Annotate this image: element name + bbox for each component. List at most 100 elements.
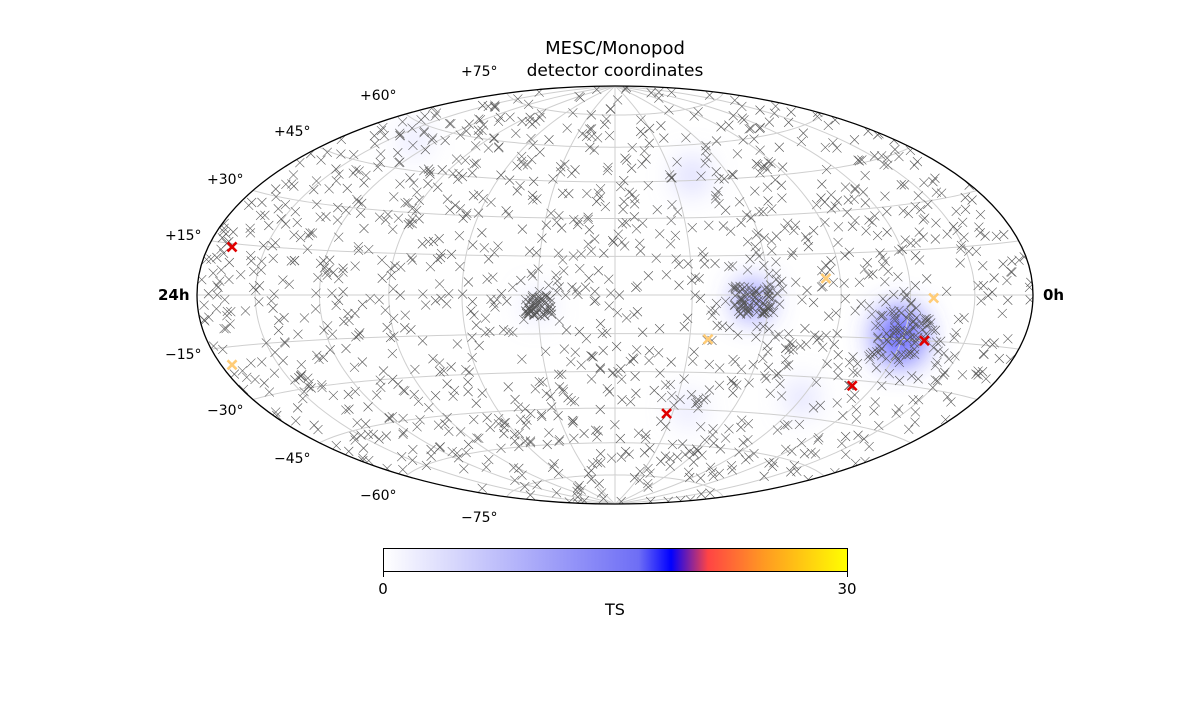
event-marker (629, 473, 640, 483)
event-marker (520, 420, 531, 430)
event-marker (513, 94, 523, 104)
event-marker (535, 112, 545, 123)
event-marker (844, 380, 854, 391)
event-marker (418, 289, 428, 299)
event-marker (823, 311, 834, 321)
event-marker (406, 252, 416, 263)
event-marker (825, 265, 835, 275)
event-marker (572, 486, 582, 497)
event-marker (385, 332, 396, 343)
event-marker (763, 288, 773, 299)
event-marker (635, 246, 646, 256)
event-marker (913, 374, 923, 384)
event-marker (474, 114, 484, 124)
event-marker (540, 346, 551, 356)
event-marker (733, 330, 743, 340)
event-marker (498, 325, 509, 335)
event-marker (978, 280, 989, 291)
event-marker (503, 209, 514, 220)
event-marker (268, 303, 278, 313)
event-marker (803, 241, 814, 252)
grid-meridian (614, 86, 912, 504)
event-marker (436, 293, 446, 304)
event-marker (759, 233, 769, 243)
event-marker (561, 325, 572, 335)
dec-label-plus15: +15° (165, 228, 202, 244)
event-marker (259, 378, 269, 388)
ra-label-left: 24h (158, 286, 190, 304)
event-marker (280, 338, 290, 348)
event-marker (686, 275, 697, 285)
event-marker (472, 433, 482, 443)
event-marker (737, 296, 748, 306)
event-marker (634, 238, 645, 249)
event-marker (270, 184, 281, 194)
event-marker (547, 462, 558, 472)
event-marker (811, 199, 822, 210)
event-marker (268, 253, 278, 264)
event-marker (349, 150, 359, 160)
event-marker (585, 142, 595, 153)
event-marker (714, 363, 725, 373)
event-marker (228, 227, 238, 237)
event-marker (621, 86, 632, 92)
event-marker (350, 308, 360, 319)
event-marker (890, 144, 900, 155)
event-marker (822, 359, 832, 369)
event-marker (826, 256, 836, 266)
event-marker (879, 159, 889, 170)
event-marker (695, 421, 706, 432)
event-marker (867, 309, 877, 320)
event-marker (375, 149, 386, 159)
event-marker (751, 247, 762, 257)
event-marker (764, 324, 774, 334)
event-marker (780, 223, 790, 233)
event-marker (554, 210, 564, 221)
highlight-events-layer (226, 241, 940, 419)
event-marker (332, 215, 343, 225)
event-marker (671, 254, 681, 264)
event-marker (795, 341, 806, 351)
event-marker (693, 107, 703, 117)
event-marker (355, 208, 366, 218)
event-marker (913, 394, 924, 405)
event-marker (353, 245, 364, 256)
event-marker (613, 366, 623, 377)
event-marker (397, 117, 408, 127)
event-marker (663, 496, 673, 504)
event-marker (742, 265, 753, 275)
event-marker (504, 175, 515, 185)
event-marker (358, 443, 369, 453)
event-marker (919, 213, 930, 223)
event-marker (728, 379, 739, 389)
event-marker (296, 359, 307, 370)
event-marker (781, 444, 791, 454)
event-marker (695, 473, 706, 483)
event-marker (768, 293, 778, 304)
event-marker (630, 371, 640, 381)
event-marker (906, 298, 916, 308)
event-marker (672, 207, 683, 217)
event-marker (537, 377, 548, 387)
event-marker (912, 156, 923, 167)
event-marker (569, 433, 579, 444)
event-marker (243, 200, 254, 211)
event-marker (364, 244, 374, 255)
event-marker (704, 220, 714, 230)
event-marker (872, 347, 882, 357)
event-marker (549, 459, 559, 469)
event-marker (679, 322, 690, 332)
event-marker (513, 402, 524, 412)
event-marker (878, 293, 888, 304)
event-marker (589, 145, 599, 155)
event-marker (981, 374, 991, 384)
event-marker (361, 170, 371, 181)
event-marker (467, 332, 477, 342)
event-marker (250, 374, 260, 385)
event-marker (471, 398, 481, 408)
event-marker (341, 405, 351, 415)
event-marker (204, 312, 214, 322)
event-marker (877, 380, 887, 391)
event-marker (841, 449, 851, 460)
event-marker (395, 179, 405, 189)
